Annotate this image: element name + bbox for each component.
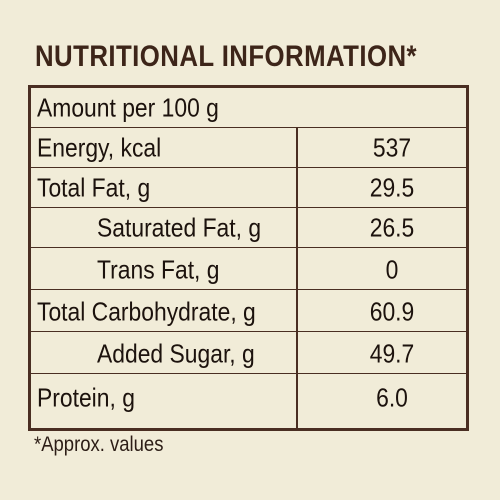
- page-title: NUTRITIONAL INFORMATION*: [35, 40, 418, 73]
- row-value: 60.9: [369, 296, 415, 326]
- row-value: 6.0: [376, 382, 408, 413]
- row-value: 49.7: [369, 338, 415, 368]
- row-label: Trans Fat, g: [97, 254, 220, 284]
- table-row-protein: Protein, g 6.0: [31, 376, 466, 428]
- row-label: Energy, kcal: [37, 132, 162, 162]
- table-header-row: Amount per 100 g: [31, 88, 466, 128]
- column-divider: [296, 128, 298, 431]
- table-row-total-fat: Total Fat, g 29.5: [31, 168, 466, 208]
- row-value: 29.5: [369, 172, 415, 202]
- table-row-added-sugar: Added Sugar, g 49.7: [31, 334, 466, 374]
- row-label: Total Carbohydrate, g: [37, 296, 256, 326]
- table-row-trans-fat: Trans Fat, g 0: [31, 250, 466, 290]
- row-label: Protein, g: [37, 382, 135, 413]
- footnote: *Approx. values: [34, 433, 164, 456]
- table-row-saturated-fat: Saturated Fat, g 26.5: [31, 208, 466, 248]
- row-value: 26.5: [369, 212, 415, 242]
- amount-per-label: Amount per 100 g: [37, 92, 219, 122]
- row-label: Added Sugar, g: [97, 338, 255, 368]
- row-value: 0: [385, 254, 399, 284]
- table-row-total-carbohydrate: Total Carbohydrate, g 60.9: [31, 292, 466, 332]
- row-label: Total Fat, g: [37, 172, 151, 202]
- row-label: Saturated Fat, g: [97, 212, 262, 242]
- row-value: 537: [372, 132, 412, 162]
- table-row-energy: Energy, kcal 537: [31, 128, 466, 168]
- nutrition-table: Amount per 100 g Energy, kcal 537 Total …: [28, 85, 469, 431]
